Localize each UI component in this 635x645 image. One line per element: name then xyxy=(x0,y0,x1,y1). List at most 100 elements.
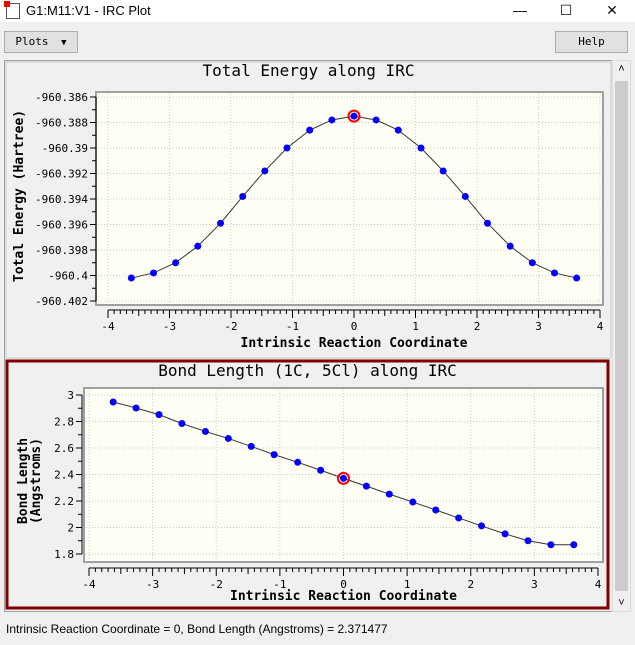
status-bar-text: Intrinsic Reaction Coordinate = 0, Bond … xyxy=(6,622,388,636)
data-point xyxy=(547,541,555,549)
data-point xyxy=(172,259,180,267)
y-tick-label: -960.39 xyxy=(42,142,88,155)
data-point xyxy=(417,144,425,152)
data-point xyxy=(524,537,532,545)
chart-title: Bond Length (1C, 5Cl) along IRC xyxy=(158,361,457,380)
plots-panel: Total Energy along IRC -4 -3 -2 -1 0 1 2 3 4 -960.… xyxy=(4,60,614,612)
data-point xyxy=(439,167,447,175)
data-point xyxy=(201,427,209,435)
y-axis-label-units: (Angstroms) xyxy=(29,438,44,524)
chevron-down-icon: ▼ xyxy=(61,38,67,48)
x-tick-label: -1 xyxy=(273,578,286,591)
y-axis-label: Bond Length xyxy=(16,438,31,524)
data-point xyxy=(150,269,158,277)
data-point xyxy=(306,126,314,134)
x-tick-label: -3 xyxy=(163,320,176,333)
data-point xyxy=(573,274,581,282)
y-tick-label: -960.386 xyxy=(35,91,88,104)
y-tick-label: -960.396 xyxy=(35,219,88,232)
close-button[interactable]: ✕ xyxy=(606,2,618,18)
data-point xyxy=(550,269,558,277)
data-point xyxy=(362,482,370,490)
data-point xyxy=(178,419,186,427)
data-point xyxy=(483,219,491,227)
x-tick-label: -4 xyxy=(101,320,115,333)
x-tick-label: 3 xyxy=(535,320,542,333)
scroll-down-icon[interactable]: ˅ xyxy=(618,597,625,609)
x-tick-label: 4 xyxy=(595,578,602,591)
x-tick-label: -4 xyxy=(82,578,96,591)
y-tick-label: -960.392 xyxy=(35,168,88,181)
data-point xyxy=(570,541,578,549)
maximize-button[interactable]: ☐ xyxy=(559,2,573,18)
data-point xyxy=(372,116,380,124)
data-point xyxy=(247,442,255,450)
data-point xyxy=(109,398,117,406)
y-tick-label: -960.394 xyxy=(35,193,88,206)
x-tick-label: 2 xyxy=(474,320,481,333)
data-point xyxy=(239,192,247,200)
plots-canvas: Total Energy along IRC -4 -3 -2 -1 0 1 2 3 4 -960.… xyxy=(5,61,612,610)
chart-title: Total Energy along IRC xyxy=(203,61,415,80)
data-point xyxy=(350,112,358,120)
data-point xyxy=(270,451,278,459)
data-point xyxy=(501,530,509,538)
title-bar: G1:M11:V1 - IRC Plot — ☐ ✕ xyxy=(0,0,635,22)
data-point xyxy=(385,490,393,498)
x-tick-label: -2 xyxy=(210,578,223,591)
minimize-button[interactable]: — xyxy=(513,2,527,18)
y-tick-label: 3 xyxy=(67,389,74,402)
y-tick-label: 2.6 xyxy=(54,442,74,455)
data-point xyxy=(261,167,269,175)
y-tick-label: 2 xyxy=(67,522,74,535)
x-tick-label: -3 xyxy=(146,578,159,591)
data-point xyxy=(394,126,402,134)
x-tick-label: -2 xyxy=(224,320,237,333)
scroll-thumb[interactable] xyxy=(615,81,628,591)
data-point xyxy=(461,192,469,200)
selected-point-marker xyxy=(337,471,350,485)
data-point xyxy=(506,242,514,250)
y-axis-label: Total Energy (Hartree) xyxy=(12,110,27,282)
data-point xyxy=(317,466,325,474)
plots-dropdown[interactable]: Plots ▼ xyxy=(4,31,78,53)
data-point xyxy=(155,411,163,419)
data-point xyxy=(194,242,202,250)
data-point xyxy=(283,144,291,152)
help-button[interactable]: Help xyxy=(555,31,628,53)
x-tick-label: 1 xyxy=(404,578,411,591)
y-tick-label: 2.2 xyxy=(54,495,74,508)
data-point xyxy=(217,219,225,227)
data-point xyxy=(528,259,536,267)
data-point xyxy=(294,458,302,466)
x-tick-label: 3 xyxy=(531,578,538,591)
data-point xyxy=(340,474,347,482)
data-point xyxy=(409,498,417,506)
x-tick-label: -1 xyxy=(286,320,299,333)
selected-point-marker xyxy=(347,109,361,123)
vertical-scrollbar[interactable]: ˄ ˅ xyxy=(612,60,631,612)
y-tick-label: -960.388 xyxy=(35,117,88,130)
x-tick-label: 1 xyxy=(412,320,419,333)
scroll-up-icon[interactable]: ˄ xyxy=(618,63,625,75)
data-point xyxy=(224,434,232,442)
data-point xyxy=(127,274,135,282)
x-axis-label: Intrinsic Reaction Coordinate xyxy=(230,589,457,604)
data-point xyxy=(432,506,440,514)
app-icon xyxy=(4,1,20,19)
y-tick-label: -960.4 xyxy=(48,270,88,283)
x-tick-label: 0 xyxy=(351,320,358,333)
y-tick-label: -960.402 xyxy=(35,295,88,308)
y-tick-label: 2.8 xyxy=(54,416,74,429)
plot-area xyxy=(95,91,604,306)
y-tick-label: -960.398 xyxy=(35,244,88,257)
data-point xyxy=(455,514,463,522)
x-axis-label: Intrinsic Reaction Coordinate xyxy=(241,336,468,351)
x-tick-label: 0 xyxy=(340,578,347,591)
window-title: G1:M11:V1 - IRC Plot xyxy=(26,3,151,18)
data-point xyxy=(478,522,486,530)
data-point xyxy=(132,404,140,412)
y-tick-label: 2.4 xyxy=(54,469,74,482)
x-tick-label: 2 xyxy=(467,578,474,591)
y-tick-label: 1.8 xyxy=(54,548,74,561)
